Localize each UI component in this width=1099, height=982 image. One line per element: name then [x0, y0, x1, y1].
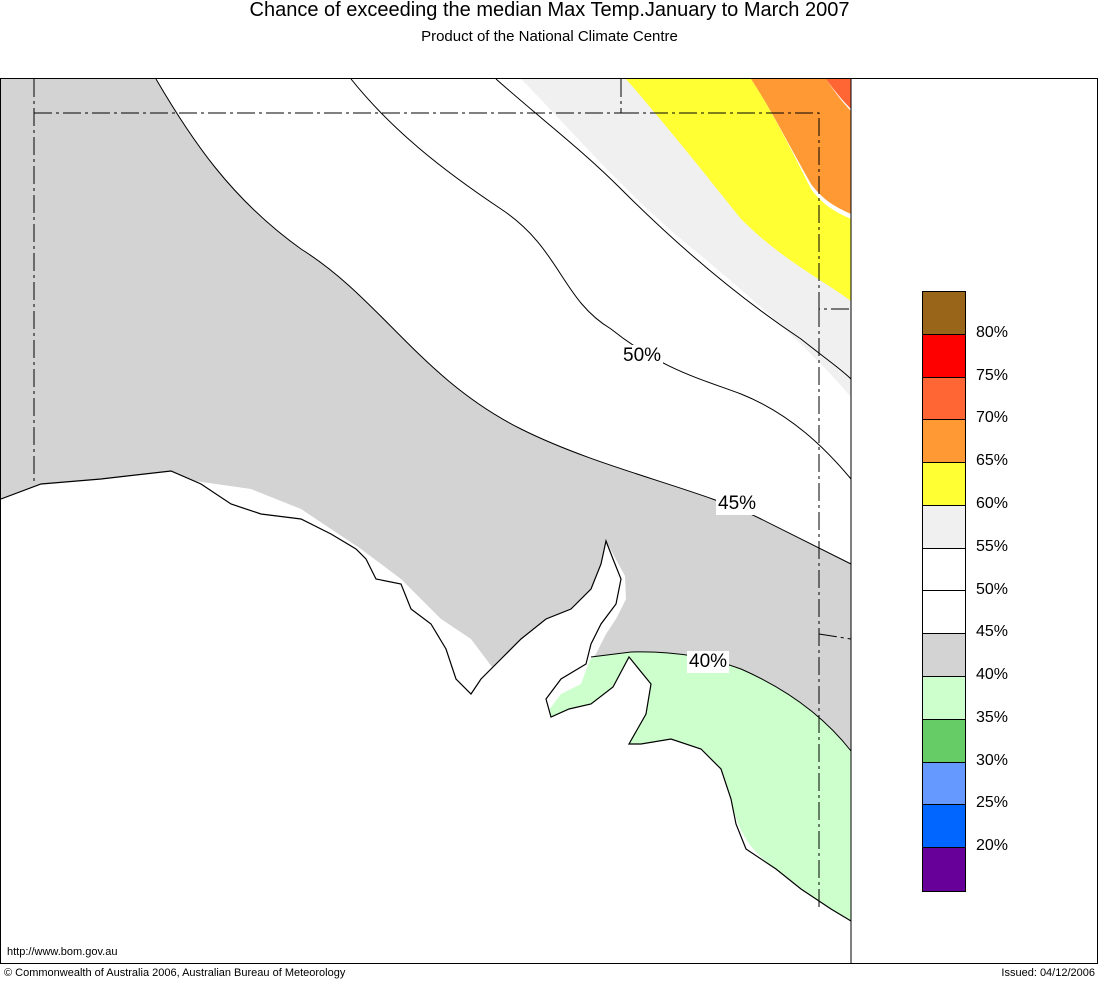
- legend-label: 40%: [976, 666, 1009, 684]
- legend-label: 20%: [976, 837, 1009, 855]
- legend-swatch: [923, 548, 965, 592]
- contour-45: [155, 79, 852, 565]
- legend-swatch: [923, 292, 965, 335]
- region-55-60: [521, 79, 851, 397]
- map-subtitle: Product of the National Climate Centre: [421, 28, 678, 45]
- legend-swatch: [923, 591, 965, 635]
- legend-swatch: [923, 377, 965, 421]
- copyright-notice: © Commonwealth of Australia 2006, Austra…: [4, 967, 346, 979]
- contour-label-45: 45%: [716, 493, 759, 515]
- contour-55: [495, 79, 852, 380]
- legend-label: 80%: [976, 323, 1009, 341]
- ocean: [1, 471, 851, 963]
- legend-swatch: [923, 805, 965, 849]
- issued-date: Issued: 04/12/2006: [1001, 967, 1095, 979]
- legend-swatch: [923, 719, 965, 763]
- legend-swatch: [923, 634, 965, 678]
- legend-label: 35%: [976, 708, 1009, 726]
- legend-swatch: [923, 505, 965, 549]
- contour-label-50: 50%: [621, 345, 664, 367]
- legend-label: 50%: [976, 580, 1009, 598]
- region-40-45: [1, 79, 851, 751]
- region-60-65: [626, 79, 851, 301]
- spencer-gulf: [586, 541, 626, 664]
- side-panel: [851, 79, 1097, 963]
- region-45-50: [156, 79, 851, 564]
- coastline: [1, 470, 852, 922]
- legend-swatch: [923, 463, 965, 506]
- region-boundary-dashed: [33, 79, 852, 909]
- legend-label: 25%: [976, 794, 1009, 812]
- legend-swatch: [923, 420, 965, 464]
- legend-swatch: [923, 334, 965, 378]
- legend-label: 45%: [976, 623, 1009, 641]
- map-title: Chance of exceeding the median Max Temp.…: [249, 0, 850, 21]
- region-35-40: [546, 651, 851, 921]
- color-legend: [922, 291, 966, 892]
- legend-label: 70%: [976, 409, 1009, 427]
- map-frame: 50% 45% 40% http://www.bom.gov.au: [0, 78, 1098, 964]
- legend-swatch: [923, 848, 965, 891]
- probability-map: [1, 79, 1097, 963]
- legend-label: 30%: [976, 751, 1009, 769]
- contour-50: [350, 79, 852, 480]
- source-url[interactable]: http://www.bom.gov.au: [7, 946, 118, 958]
- legend-swatch: [923, 677, 965, 720]
- legend-label: 60%: [976, 494, 1009, 512]
- contour-40: [590, 651, 852, 752]
- region-70-75: [826, 79, 851, 109]
- contour-label-40: 40%: [687, 651, 730, 673]
- legend-label: 75%: [976, 366, 1009, 384]
- legend-swatch: [923, 762, 965, 806]
- legend-label: 55%: [976, 537, 1009, 555]
- legend-label: 65%: [976, 452, 1009, 470]
